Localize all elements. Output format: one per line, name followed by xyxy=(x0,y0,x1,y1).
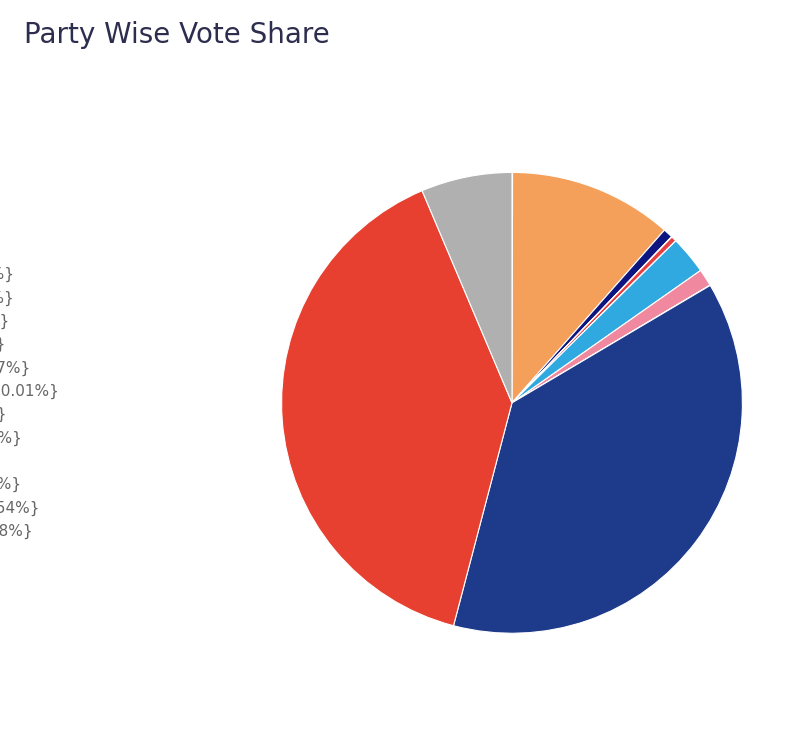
Wedge shape xyxy=(512,230,671,403)
Wedge shape xyxy=(512,236,672,403)
Wedge shape xyxy=(422,172,512,403)
Wedge shape xyxy=(454,286,742,633)
Wedge shape xyxy=(512,237,676,403)
Wedge shape xyxy=(512,271,710,403)
Wedge shape xyxy=(512,285,710,403)
Wedge shape xyxy=(512,172,665,403)
Legend: AIFB{0.04%}, BJP{11.47%}, BSP{0.67%}, CPI{0.03%}, CPI(M){0.37%}, CPI(ML)(L){0.01: AIFB{0.04%}, BJP{11.47%}, BSP{0.67%}, CP… xyxy=(0,266,58,539)
Wedge shape xyxy=(282,191,512,626)
Text: Party Wise Vote Share: Party Wise Vote Share xyxy=(24,21,330,49)
Wedge shape xyxy=(512,241,701,403)
Wedge shape xyxy=(512,241,676,403)
